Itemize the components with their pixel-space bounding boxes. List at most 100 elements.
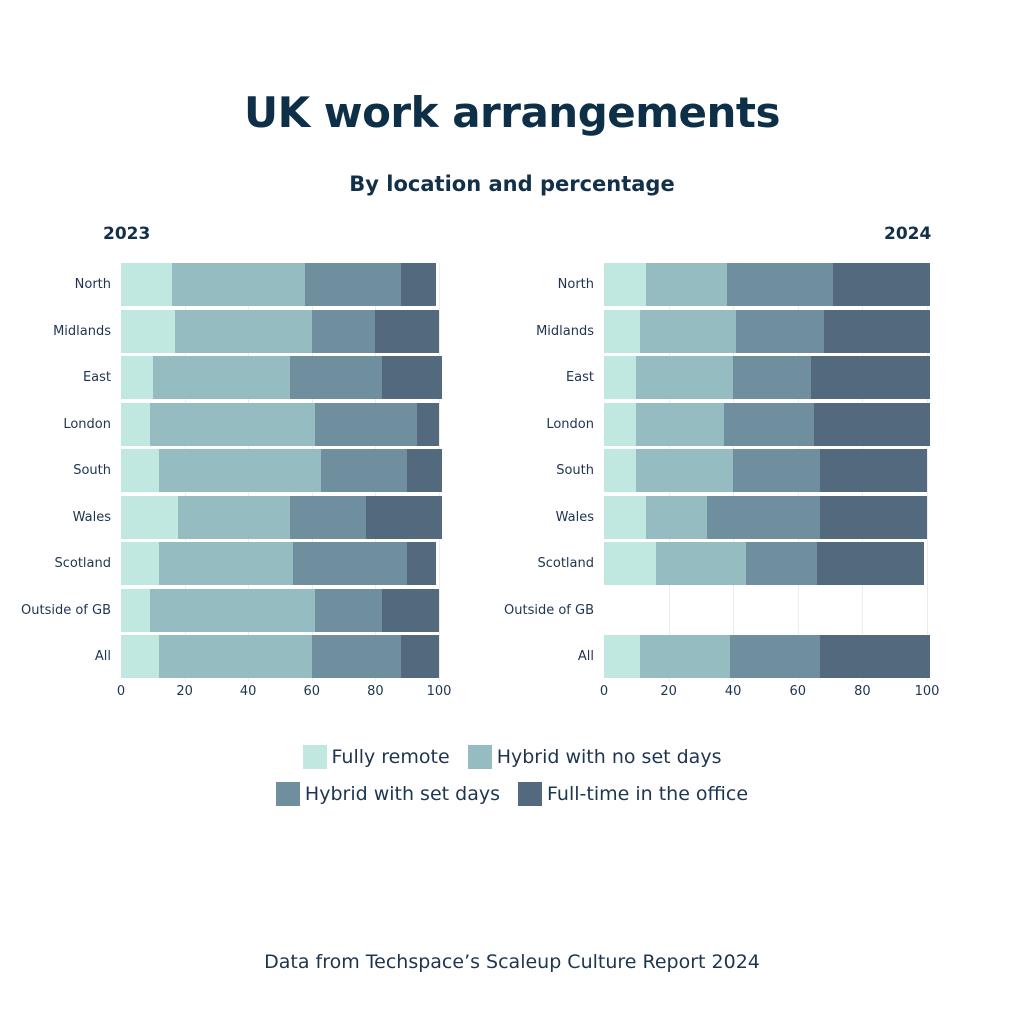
bar-segment-full-time-office — [820, 635, 931, 678]
chart-2023: 0 20 40 60 80 100 North Midlands East London South… — [0, 263, 460, 699]
bar-segment-hybrid-no-set-days — [645, 495, 708, 539]
bar-segment-full-time-office — [381, 356, 443, 399]
bar-segment-hybrid-no-set-days — [645, 263, 727, 306]
bar-segment-fully-remote — [121, 263, 172, 306]
bar-segment-hybrid-set-days — [736, 309, 824, 353]
bar-segment-fully-remote — [604, 449, 637, 492]
legend-swatch-hybrid-no-set-days — [467, 745, 492, 769]
legend-label: Fully remote — [331, 746, 450, 768]
bar-segment-hybrid-no-set-days — [152, 356, 290, 399]
bar-segment-hybrid-set-days — [311, 309, 376, 353]
bar-segment-fully-remote — [604, 356, 637, 399]
bar-segment-hybrid-set-days — [289, 356, 382, 399]
x-tick-label: 100 — [914, 684, 940, 699]
bar-segment-hybrid-no-set-days — [159, 635, 312, 678]
x-tick-label: 100 — [426, 684, 452, 699]
bar-segment-full-time-office — [400, 263, 436, 306]
bar-segment-hybrid-set-days — [292, 542, 408, 585]
bar-segment-hybrid-set-days — [321, 449, 408, 492]
category-label: Scotland — [54, 556, 111, 571]
legend-label: Full-time in the office — [547, 783, 749, 805]
bar-segment-fully-remote — [121, 309, 176, 353]
chart-title: UK work arrangements — [244, 88, 780, 137]
category-label: All — [94, 649, 111, 664]
bar-segment-fully-remote — [121, 635, 160, 678]
bar-segment-full-time-office — [810, 356, 931, 399]
bar-segment-full-time-office — [416, 402, 439, 446]
category-label: North — [74, 277, 111, 292]
bar-segment-fully-remote — [604, 635, 640, 678]
bar-segment-fully-remote — [121, 356, 153, 399]
chart-2024: 0 20 40 60 80 100 North Midlands East London South… — [0, 263, 1024, 699]
x-tick-label: 40 — [724, 684, 742, 699]
legend-label: Hybrid with no set days — [496, 746, 722, 768]
bar-segment-fully-remote — [604, 495, 646, 539]
category-label: Wales — [72, 509, 111, 525]
category-label: Midlands — [53, 323, 111, 339]
bar-segment-hybrid-set-days — [746, 542, 818, 585]
bar-segment-full-time-office — [400, 635, 439, 678]
bar-segment-fully-remote — [121, 588, 150, 632]
bar-segment-hybrid-no-set-days — [159, 449, 322, 492]
bar-segment-hybrid-set-days — [311, 635, 401, 678]
bar-segment-fully-remote — [604, 309, 640, 353]
category-label: Wales — [555, 509, 594, 525]
legend-row-1: Fully remote Hybrid with no set days — [0, 745, 1024, 774]
bar-segment-hybrid-no-set-days — [639, 309, 737, 353]
x-tick-label: 40 — [239, 684, 257, 699]
bar-segment-hybrid-no-set-days — [636, 356, 734, 399]
bar-segment-fully-remote — [121, 449, 160, 492]
bar-segment-fully-remote — [121, 542, 160, 585]
category-label: East — [82, 370, 111, 385]
bar-segment-full-time-office — [407, 449, 443, 492]
category-label: All — [577, 649, 594, 664]
legend-swatch-full-time-office — [518, 782, 543, 806]
legend-swatch-hybrid-set-days — [275, 782, 300, 806]
category-label: South — [556, 463, 594, 478]
x-tick-label: 80 — [367, 684, 384, 699]
x-tick-label: 60 — [789, 684, 807, 699]
bar-segment-hybrid-set-days — [729, 635, 821, 678]
bar-segment-hybrid-set-days — [314, 588, 382, 632]
x-tick-label: 20 — [660, 684, 677, 699]
category-label: North — [557, 277, 594, 292]
bar-segment-full-time-office — [407, 542, 436, 585]
legend-item-hybrid-no-set-days: Hybrid with no set days — [467, 745, 722, 769]
x-tick-label: 0 — [599, 684, 609, 699]
bar-segment-hybrid-no-set-days — [175, 309, 312, 353]
x-tick-label: 60 — [303, 684, 321, 699]
bar-segment-hybrid-no-set-days — [655, 542, 747, 585]
bar-segment-hybrid-set-days — [289, 495, 366, 539]
bar-segment-full-time-office — [813, 402, 931, 446]
bar-segment-hybrid-no-set-days — [636, 402, 724, 446]
category-label: London — [63, 416, 111, 432]
bar-segment-hybrid-no-set-days — [149, 402, 315, 446]
legend-item-fully-remote: Fully remote — [302, 745, 450, 769]
source-note: Data from Techspace’s Scaleup Culture Re… — [264, 951, 760, 973]
bar-segment-full-time-office — [381, 588, 439, 632]
legend-row-2: Hybrid with set days Full-time in the of… — [0, 782, 1024, 811]
x-tick-label: 20 — [176, 684, 193, 699]
category-label: East — [565, 370, 594, 385]
bar-segment-hybrid-set-days — [314, 402, 417, 446]
panel-title-2024: 2024 — [884, 224, 932, 244]
category-label: Midlands — [536, 323, 594, 339]
category-label: Scotland — [537, 556, 594, 571]
bar-segment-full-time-office — [820, 495, 927, 539]
panel-title-2023: 2023 — [103, 224, 151, 244]
bar-segment-fully-remote — [121, 402, 150, 446]
category-label: London — [546, 416, 594, 432]
gridline — [927, 263, 928, 681]
bar-segment-hybrid-set-days — [707, 495, 821, 539]
bar-segment-fully-remote — [604, 402, 637, 446]
category-label: Outside of GB — [21, 602, 111, 618]
bar-segment-hybrid-set-days — [723, 402, 814, 446]
legend-item-full-time-office: Full-time in the office — [518, 782, 748, 806]
bar-segment-hybrid-no-set-days — [149, 588, 315, 632]
bar-segment-hybrid-set-days — [305, 263, 401, 306]
bar-segment-hybrid-no-set-days — [171, 263, 306, 306]
bar-segment-hybrid-set-days — [733, 449, 821, 492]
bar-segment-full-time-office — [820, 449, 927, 492]
legend-swatch-fully-remote — [302, 745, 327, 769]
x-tick-label: 80 — [854, 684, 871, 699]
